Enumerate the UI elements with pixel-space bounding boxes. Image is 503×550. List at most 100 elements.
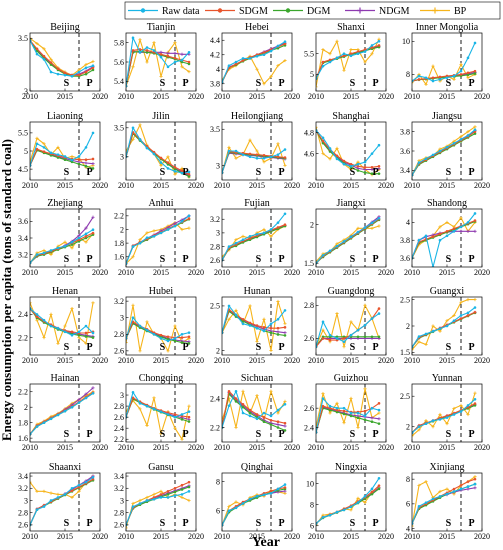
point-bp bbox=[466, 130, 470, 134]
point-sdgm bbox=[438, 232, 442, 236]
point-sdgm bbox=[377, 402, 381, 405]
x-tick-label: 2015 bbox=[153, 356, 169, 365]
y-tick-label: 5.4 bbox=[114, 77, 124, 86]
point-sdgm bbox=[159, 333, 163, 337]
series-line-sdgm bbox=[316, 130, 380, 168]
point-raw bbox=[459, 225, 463, 229]
point-bp bbox=[459, 216, 463, 220]
point-ndgm bbox=[283, 331, 287, 335]
point-raw bbox=[166, 65, 170, 69]
point-raw bbox=[417, 425, 421, 429]
point-raw bbox=[77, 70, 81, 74]
point-raw bbox=[35, 253, 39, 256]
point-raw bbox=[276, 487, 280, 491]
segment-label-p: P bbox=[278, 518, 284, 529]
point-raw bbox=[138, 51, 142, 54]
panel-jiangxi: Jiangxi S P 2010 2015 2020 1.5 2 bbox=[304, 198, 394, 277]
point-raw bbox=[370, 152, 374, 155]
panel-bg bbox=[30, 384, 100, 442]
point-raw bbox=[342, 52, 346, 56]
point-sdgm bbox=[77, 485, 81, 489]
series-line-bp bbox=[316, 303, 380, 347]
point-ndgm bbox=[91, 386, 95, 390]
segment-label-s: S bbox=[160, 167, 166, 178]
point-sdgm bbox=[473, 130, 477, 133]
x-tick-label: 2010 bbox=[214, 92, 230, 101]
point-raw bbox=[91, 331, 95, 335]
point-bp bbox=[56, 145, 60, 149]
point-bp bbox=[234, 156, 238, 160]
y-tick-label: 3 bbox=[216, 161, 220, 170]
panel-title: Yunnan bbox=[432, 373, 463, 384]
point-raw bbox=[370, 221, 374, 225]
point-raw bbox=[152, 152, 156, 156]
y-tick-label: 4.5 bbox=[18, 165, 28, 174]
series-line-sdgm bbox=[222, 390, 286, 428]
series-line-bp bbox=[126, 490, 190, 529]
panel-gansu: Gansu S P 2010 2015 2020 2.6 2.8 3 3.2 3.4 bbox=[114, 462, 204, 541]
point-dgm bbox=[328, 150, 332, 153]
segment-label-p: P bbox=[468, 78, 474, 89]
x-tick-label: 2015 bbox=[343, 92, 359, 101]
series-line-raw bbox=[316, 397, 380, 433]
point-sdgm bbox=[262, 51, 266, 54]
point-bp bbox=[276, 299, 280, 304]
point-raw bbox=[438, 78, 442, 81]
series-line-raw bbox=[412, 398, 476, 434]
series-line-raw bbox=[30, 40, 94, 77]
y-tick-label: 5 bbox=[24, 147, 28, 156]
point-bp bbox=[84, 63, 88, 67]
segment-label-p: P bbox=[182, 78, 188, 89]
point-bp bbox=[363, 60, 367, 64]
point-raw bbox=[49, 324, 53, 328]
series-group bbox=[222, 212, 287, 262]
point-bp bbox=[412, 81, 414, 85]
point-dgm bbox=[173, 339, 177, 343]
point-dgm bbox=[356, 416, 360, 420]
point-ndgm bbox=[91, 162, 95, 166]
point-bp bbox=[349, 396, 353, 401]
series-line-dgm bbox=[222, 225, 286, 261]
point-raw bbox=[445, 76, 449, 80]
y-tick-label: 1.5 bbox=[400, 348, 410, 357]
y-tick-label: 1.6 bbox=[114, 253, 124, 262]
point-bp bbox=[255, 67, 259, 71]
point-raw bbox=[459, 410, 463, 413]
x-tick-label: 2010 bbox=[118, 356, 134, 365]
panel-title: Gansu bbox=[148, 462, 174, 473]
point-sdgm bbox=[35, 47, 39, 51]
point-raw bbox=[335, 56, 339, 60]
point-sdgm bbox=[255, 324, 259, 327]
point-sdgm bbox=[269, 489, 273, 493]
series-group bbox=[316, 387, 381, 434]
point-raw bbox=[84, 66, 88, 70]
point-sdgm bbox=[269, 418, 273, 422]
point-dgm bbox=[377, 422, 381, 425]
y-tick-label: 2.2 bbox=[114, 212, 124, 221]
y-tick-label: 3 bbox=[120, 314, 124, 323]
point-sdgm bbox=[431, 76, 435, 80]
point-raw bbox=[377, 312, 381, 315]
point-bp bbox=[187, 498, 191, 503]
point-dgm bbox=[377, 487, 381, 491]
point-raw bbox=[70, 158, 74, 162]
y-tick-label: 2 bbox=[216, 346, 220, 355]
point-sdgm bbox=[445, 230, 449, 233]
point-bp bbox=[234, 425, 238, 430]
segment-label-s: S bbox=[256, 78, 262, 89]
segment-label-p: P bbox=[182, 429, 188, 440]
point-raw bbox=[145, 46, 149, 49]
point-bp bbox=[459, 134, 463, 139]
point-raw bbox=[321, 515, 325, 519]
series-group bbox=[30, 215, 95, 265]
legend-marker-ndgm bbox=[357, 7, 363, 14]
point-sdgm bbox=[131, 49, 135, 52]
point-sdgm bbox=[328, 58, 332, 62]
point-bp bbox=[63, 324, 67, 328]
y-tick-label: 2.6 bbox=[304, 334, 314, 343]
x-tick-label: 2020 bbox=[188, 532, 204, 541]
point-raw bbox=[248, 324, 252, 327]
point-ndgm bbox=[84, 226, 88, 230]
point-raw bbox=[269, 228, 273, 231]
point-bp bbox=[438, 489, 442, 494]
